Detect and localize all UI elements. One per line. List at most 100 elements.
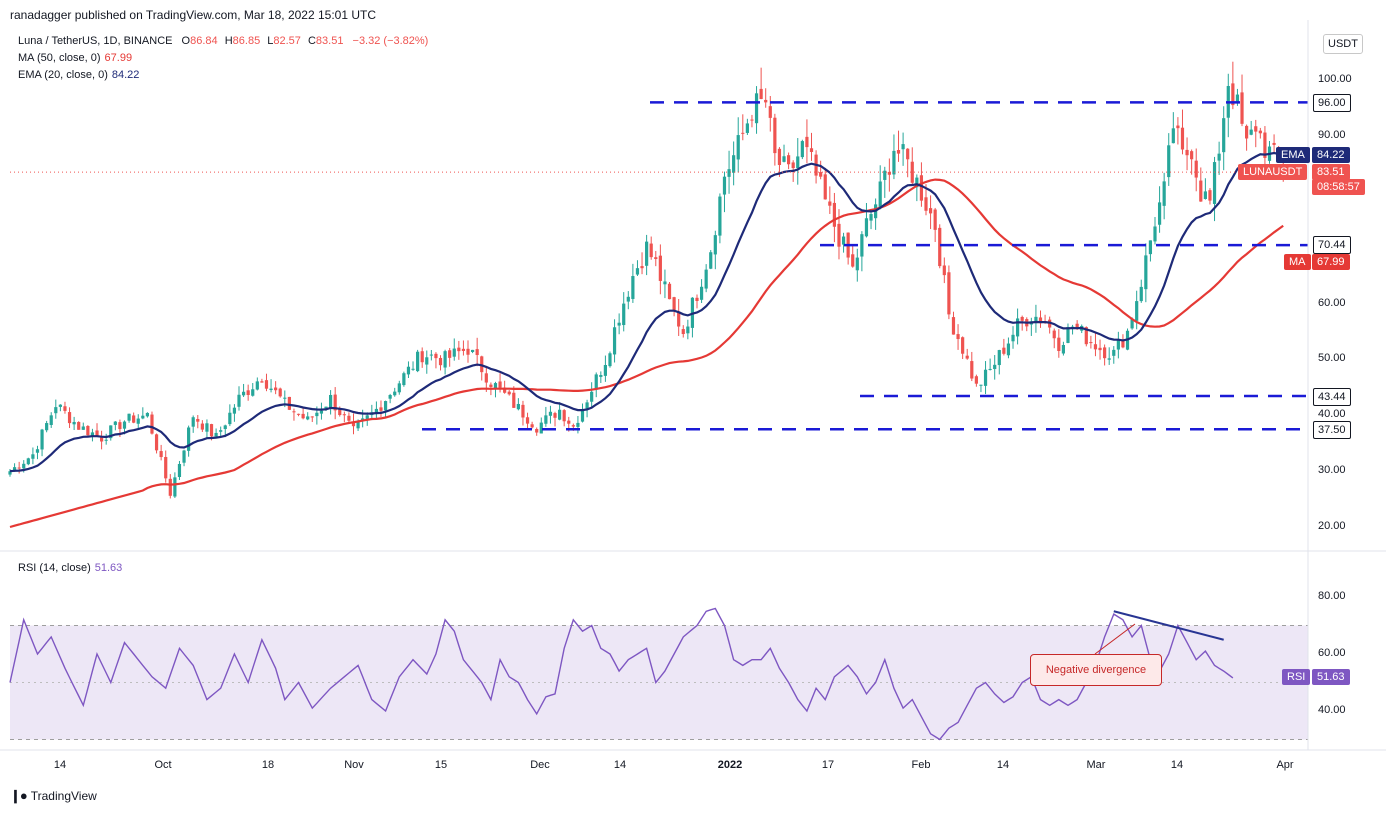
candle-body (283, 397, 287, 399)
candle-body (1222, 118, 1226, 153)
candle-body (622, 303, 626, 326)
candle-body (333, 394, 337, 411)
candle-body (411, 368, 415, 370)
candle-body (558, 409, 562, 420)
change-value: −3.32 (−3.82%) (352, 35, 429, 47)
candle-body (1135, 301, 1139, 321)
close-label: C (307, 35, 316, 47)
currency-button[interactable]: USDT (1323, 34, 1363, 54)
candle-body (461, 348, 466, 351)
candle-body (1084, 327, 1088, 345)
candle-body (40, 429, 44, 450)
rsi-legend: RSI (14, close) 51.63 (18, 562, 122, 574)
candle-body (425, 357, 429, 365)
candle-body (246, 390, 250, 395)
candle-body (237, 394, 241, 407)
ema-legend-value: 84.22 (111, 69, 140, 81)
candle-body (851, 254, 855, 267)
candle-body (1121, 340, 1125, 348)
candle-body (1052, 330, 1056, 339)
candle-body (608, 353, 612, 367)
candle-body (434, 353, 438, 359)
candle-body (590, 391, 594, 402)
ma-legend-label: MA (50, close, 0) (18, 52, 101, 64)
candle-body (640, 266, 644, 269)
price-tick-label: 60.00 (1318, 296, 1346, 309)
candle-body (887, 171, 891, 175)
candle-body (530, 424, 534, 428)
candle-body (1112, 349, 1116, 356)
candle-body (232, 407, 237, 414)
candle-body (187, 427, 191, 451)
candle-body (109, 425, 113, 439)
candle-body (287, 396, 291, 410)
candle-body (1011, 334, 1015, 342)
candle-body (296, 413, 301, 415)
candle-body (1240, 92, 1244, 124)
candle-body (63, 406, 67, 411)
candle-body (452, 348, 456, 357)
candle-body (745, 123, 749, 133)
candle-body (351, 421, 356, 427)
time-tick-label: Oct (154, 759, 172, 771)
candle-body (12, 467, 17, 472)
level-tag-43: 43.44 (1313, 388, 1351, 406)
candle-body (704, 269, 708, 289)
candle-body (1057, 337, 1061, 352)
ema-tag-name: EMA (1276, 147, 1310, 163)
candle-body (1002, 347, 1006, 354)
candle-body (663, 281, 667, 285)
candle-body (571, 425, 575, 427)
candle-body (274, 387, 278, 391)
candle-body (512, 392, 516, 408)
candle-body (1157, 202, 1162, 225)
rsi-tick-label: 80.00 (1318, 590, 1346, 602)
candle-body (72, 421, 76, 425)
candle-body (617, 322, 621, 326)
candle-body (269, 388, 273, 390)
tradingview-brand[interactable]: ❙● TradingView (10, 788, 97, 804)
candle-body (1185, 149, 1189, 156)
candle-body (796, 156, 800, 169)
candle-body (883, 170, 887, 180)
candle-body (81, 426, 85, 430)
time-tick-label: 14 (1170, 759, 1184, 771)
candle-body (1254, 126, 1258, 132)
candle-body (1203, 191, 1207, 199)
candle-body (933, 209, 937, 230)
candle-body (1034, 316, 1038, 324)
candle-body (1075, 323, 1079, 329)
low-value: 82.57 (273, 35, 301, 47)
candle-body (727, 169, 731, 177)
candle-body (191, 417, 195, 427)
candle-body (118, 422, 122, 430)
open-label: O (181, 35, 191, 47)
candle-body (906, 148, 910, 160)
candle-body (1016, 318, 1020, 337)
negative-divergence-annotation[interactable]: Negative divergence (1030, 654, 1162, 686)
candle-body (200, 423, 204, 430)
candle-body (1093, 344, 1098, 350)
candle-body (466, 348, 470, 355)
candle-body (95, 430, 99, 436)
candle-body (878, 181, 882, 209)
candle-body (567, 420, 571, 424)
candle-body (699, 286, 704, 300)
candle-body (645, 241, 649, 266)
candle-body (860, 234, 864, 257)
high-value: 86.85 (232, 35, 261, 47)
candle-body (493, 383, 498, 389)
candle-body (45, 423, 49, 431)
candle-body (164, 456, 168, 479)
candle-body (388, 395, 392, 399)
candle-body (837, 223, 841, 247)
candle-body (896, 150, 901, 154)
candle-body (823, 174, 827, 200)
candle-body (539, 422, 543, 434)
candle-body (1107, 358, 1111, 360)
candle-body (1258, 130, 1262, 134)
candle-body (219, 430, 223, 432)
candle-body (475, 349, 479, 356)
candle-body (983, 369, 988, 386)
